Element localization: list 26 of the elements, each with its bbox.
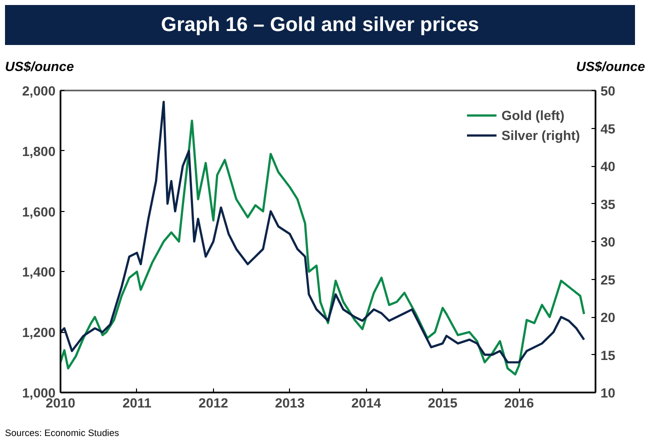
x-tick-label: 2012 bbox=[198, 396, 228, 410]
y2-tick-label: 15 bbox=[600, 348, 616, 363]
source-note: Sources: Economic Studies bbox=[5, 427, 120, 440]
x-tick-label: 2016 bbox=[504, 396, 534, 410]
y-tick-label: 1,800 bbox=[22, 144, 56, 159]
x-tick-label: 2011 bbox=[122, 396, 152, 410]
x-tick-label: 2014 bbox=[351, 396, 382, 410]
y2-tick-label: 10 bbox=[600, 386, 616, 400]
y2-tick-label: 50 bbox=[600, 84, 616, 98]
y-tick-label: 2,000 bbox=[22, 84, 56, 98]
y2-tick-label: 35 bbox=[600, 196, 616, 212]
y2-tick-label: 40 bbox=[600, 159, 616, 174]
y-tick-label: 1,400 bbox=[22, 264, 56, 280]
y-tick-label: 1,200 bbox=[22, 325, 56, 340]
y2-axis-title: US$/ounce bbox=[576, 58, 645, 76]
chart-title: Graph 16 – Gold and silver prices bbox=[161, 13, 479, 38]
x-tick-label: 2015 bbox=[428, 396, 458, 410]
x-tick-label: 2013 bbox=[274, 396, 305, 410]
y2-tick-label: 25 bbox=[600, 272, 616, 288]
y-axis-title: US$/ounce bbox=[5, 58, 74, 76]
y2-tick-label: 45 bbox=[600, 121, 616, 136]
y-tick-label: 1,600 bbox=[22, 204, 56, 220]
y2-tick-label: 30 bbox=[600, 234, 616, 250]
y2-tick-label: 20 bbox=[600, 310, 616, 325]
legend-label: Gold (left) bbox=[502, 108, 564, 122]
legend-label: Silver (right) bbox=[502, 128, 580, 142]
